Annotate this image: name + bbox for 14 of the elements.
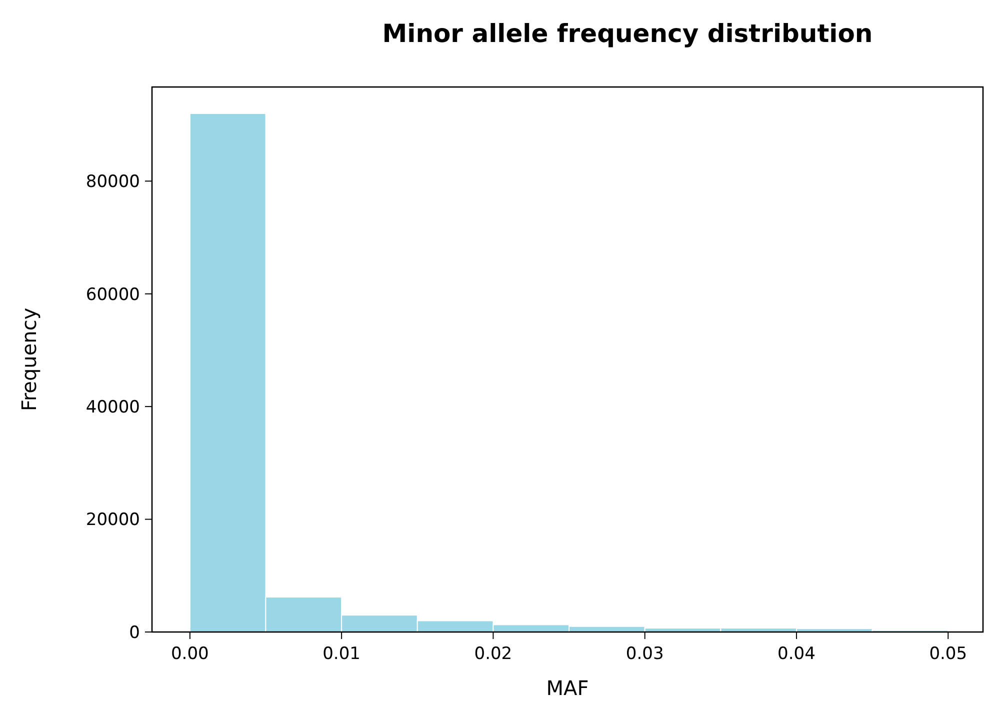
chart-title: Minor allele frequency distribution (382, 19, 873, 48)
y-tick-label: 0 (129, 622, 140, 643)
x-tick-label: 0.04 (778, 644, 816, 664)
x-tick-label: 0.00 (170, 644, 209, 664)
y-tick-label: 20000 (86, 510, 140, 530)
x-axis-title: MAF (546, 676, 589, 700)
y-tick-label: 80000 (86, 172, 140, 192)
x-tick-label: 0.01 (322, 644, 360, 664)
y-axis-title: Frequency (17, 308, 41, 412)
y-tick-label: 40000 (86, 398, 140, 418)
x-tick-label: 0.05 (929, 644, 968, 664)
x-tick-label: 0.03 (626, 644, 664, 664)
y-tick-label: 60000 (86, 284, 140, 305)
x-tick-label: 0.02 (474, 644, 512, 664)
